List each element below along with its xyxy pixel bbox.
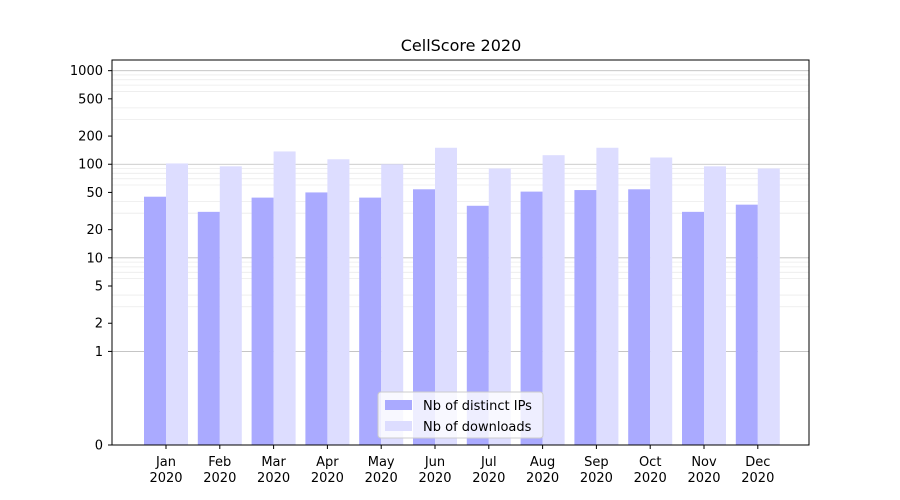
legend-label: Nb of distinct IPs: [423, 399, 532, 414]
bar: [520, 191, 543, 445]
y-tick-label: 50: [86, 186, 103, 201]
bar: [435, 147, 457, 445]
y-tick-label: 20: [86, 223, 103, 238]
x-tick-label: Oct 2020: [634, 455, 667, 486]
x-tick-label: Sep 2020: [580, 455, 613, 486]
x-tick-label: Dec 2020: [741, 455, 774, 486]
bar: [650, 157, 673, 445]
y-tick-label: 2: [95, 317, 103, 332]
bar: [305, 192, 328, 445]
x-axis: Jan 2020 Feb 2020 Mar 2020 Apr 2020 May 2020 Jun 20…: [149, 445, 774, 486]
x-tick-label: Jan 2020: [149, 455, 182, 486]
y-tick-label: 500: [78, 92, 103, 107]
y-tick-label: 100: [78, 158, 103, 173]
x-tick-label: Nov 2020: [687, 455, 720, 486]
bar: [628, 189, 651, 445]
bar: [359, 197, 382, 445]
bar: [757, 168, 780, 445]
bar: [219, 166, 242, 445]
y-tick-label: 1: [95, 345, 103, 360]
y-tick-label: 10: [86, 251, 103, 266]
y-tick-label: 5: [95, 280, 103, 295]
x-tick-label: Feb 2020: [203, 455, 236, 486]
bar: [251, 197, 274, 445]
plot-frame: [111, 59, 810, 446]
y-tick-label: 200: [78, 130, 103, 145]
y-axis: 0 1 2 5 10 20 50 100 200 500 1000: [70, 64, 112, 454]
bar: [197, 211, 220, 445]
bar: [682, 211, 704, 445]
bar: [413, 189, 435, 445]
bar: [144, 196, 166, 445]
bar: [166, 163, 188, 445]
x-tick-label: Jul 2020: [472, 455, 505, 486]
x-tick-label: Mar 2020: [257, 455, 290, 486]
legend-swatch: [385, 421, 412, 431]
legend: Nb of distinct IPs Nb of downloads: [377, 391, 544, 439]
bar: [381, 164, 404, 445]
bar: [327, 159, 350, 446]
x-tick-label: Jun 2020: [418, 455, 451, 486]
bar: [704, 166, 726, 445]
y-tick-label: 1000: [70, 64, 103, 79]
bar: [488, 168, 511, 445]
y-tick-label: 0: [95, 439, 103, 454]
bar: [574, 190, 597, 445]
legend-label: Nb of downloads: [423, 420, 532, 435]
chart-title: CellScore 2020: [401, 36, 522, 55]
bar: [273, 151, 296, 446]
legend-swatch: [385, 400, 412, 410]
bar: [735, 204, 758, 445]
x-tick-label: Apr 2020: [311, 455, 344, 486]
bar: [596, 147, 619, 445]
x-tick-label: Aug 2020: [526, 455, 559, 486]
legend-box: [377, 391, 544, 439]
bar: [542, 155, 565, 445]
bar: [466, 205, 489, 445]
x-tick-label: May 2020: [365, 455, 398, 486]
bars: [144, 147, 780, 446]
